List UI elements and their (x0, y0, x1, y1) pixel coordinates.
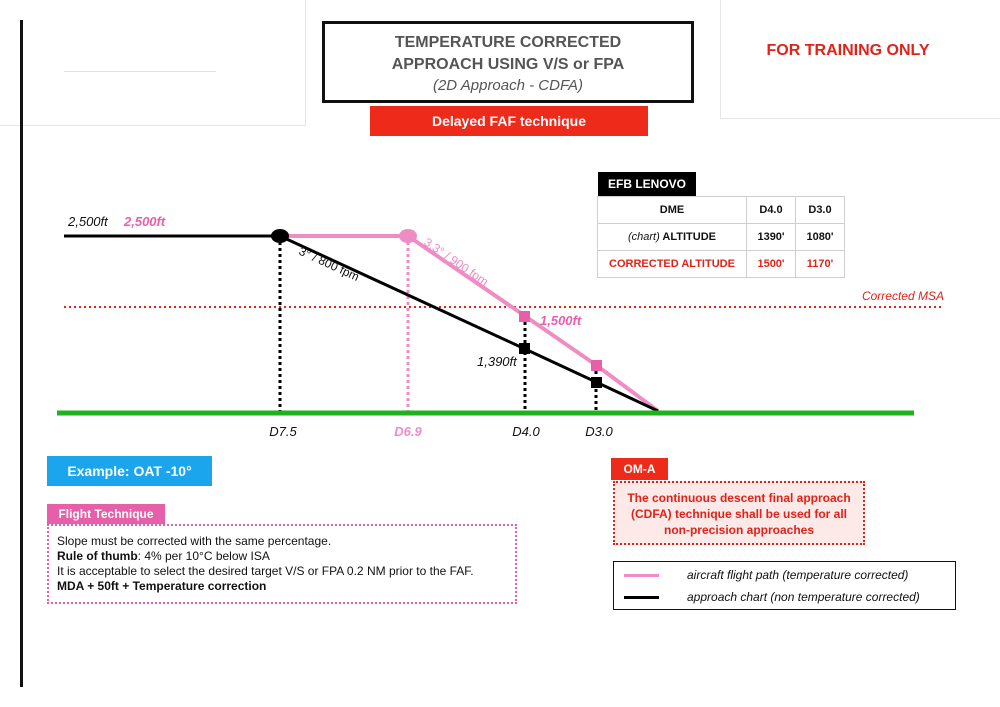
faf-corrected-marker (399, 229, 417, 243)
efb-corrected-row: CORRECTED ALTITUDE 1500' 1170' (597, 250, 845, 278)
d30-chart-marker (591, 377, 602, 388)
example-oat-banner: Example: OAT -10° (47, 456, 212, 486)
title-subtitle: (2D Approach - CDFA) (432, 77, 584, 94)
ft-line-slope: Slope must be corrected with the same pe… (57, 534, 332, 548)
ft-line-target: It is acceptable to select the desired t… (57, 564, 474, 578)
ft-rule-bold: Rule of thumb (57, 549, 138, 563)
ft-line-rule: Rule of thumb: 4% per 10°C below ISA (57, 549, 507, 564)
efb-chart-prefix: (chart) (627, 231, 660, 243)
efb-header-row: DME D4.0 D3.0 (597, 196, 845, 224)
faint-rule (64, 71, 216, 72)
corrected-msa-label: Corrected MSA (862, 289, 944, 303)
faf-chart-marker (271, 229, 289, 243)
legend-swatch-chart (624, 596, 659, 599)
efb-chart-d30: 1080' (795, 223, 845, 251)
efb-title: EFB LENOVO (598, 172, 696, 196)
oma-box: The continuous descent final approach (C… (613, 481, 865, 545)
d40-chart-marker (519, 343, 530, 354)
altitude-corrected-label: 2,500ft (123, 214, 166, 229)
page-rule-left (20, 20, 23, 687)
legend-box: aircraft flight path (temperature correc… (613, 561, 956, 610)
legend-swatch-corrected (624, 574, 659, 577)
slope-corrected-label: 3.3° / 900 fpm (421, 235, 491, 289)
ft-rule-rest: : 4% per 10°C below ISA (137, 549, 270, 563)
efb-chart-label-text: ALTITUDE (662, 231, 716, 243)
left-panel-edge (0, 0, 306, 126)
legend-text-chart: approach chart (non temperature correcte… (687, 590, 920, 604)
title-line-2: APPROACH USING V/S or FPA (391, 56, 625, 73)
label-1500ft: 1,500ft (540, 313, 582, 328)
d30-corrected-marker (591, 360, 602, 371)
legend-text-corrected: aircraft flight path (temperature correc… (687, 568, 909, 582)
efb-chart-row: (chart) ALTITUDE 1390' 1080' (597, 223, 845, 251)
d40-corrected-marker (519, 311, 530, 322)
flight-technique-tag: Flight Technique (47, 504, 165, 524)
title-line-1: TEMPERATURE CORRECTED (394, 34, 622, 51)
dme-d69: D6.9 (394, 424, 422, 439)
oma-tag: OM-A (611, 458, 668, 480)
efb-table: DME D4.0 D3.0 (chart) ALTITUDE 1390' 108… (597, 196, 845, 278)
efb-corrected-label: CORRECTED ALTITUDE (597, 250, 747, 278)
right-panel-edge (720, 0, 1000, 119)
altitude-chart-label: 2,500ft (67, 214, 109, 229)
flight-technique-box: Slope must be corrected with the same pe… (47, 524, 517, 604)
ft-line-mda: MDA + 50ft + Temperature correction (57, 579, 267, 593)
label-1390ft: 1,390ft (477, 354, 518, 369)
title-box: TEMPERATURE CORRECTED APPROACH USING V/S… (322, 21, 694, 103)
dme-d75: D7.5 (269, 424, 297, 439)
efb-corrected-d30: 1170' (795, 250, 845, 278)
dme-d40: D4.0 (512, 424, 540, 439)
training-notice: FOR TRAINING ONLY (766, 42, 930, 59)
dme-d30: D3.0 (585, 424, 613, 439)
technique-banner: Delayed FAF technique (370, 106, 648, 136)
efb-corrected-d40: 1500' (746, 250, 796, 278)
slope-chart-label: 3° / 800 fpm (297, 244, 362, 284)
